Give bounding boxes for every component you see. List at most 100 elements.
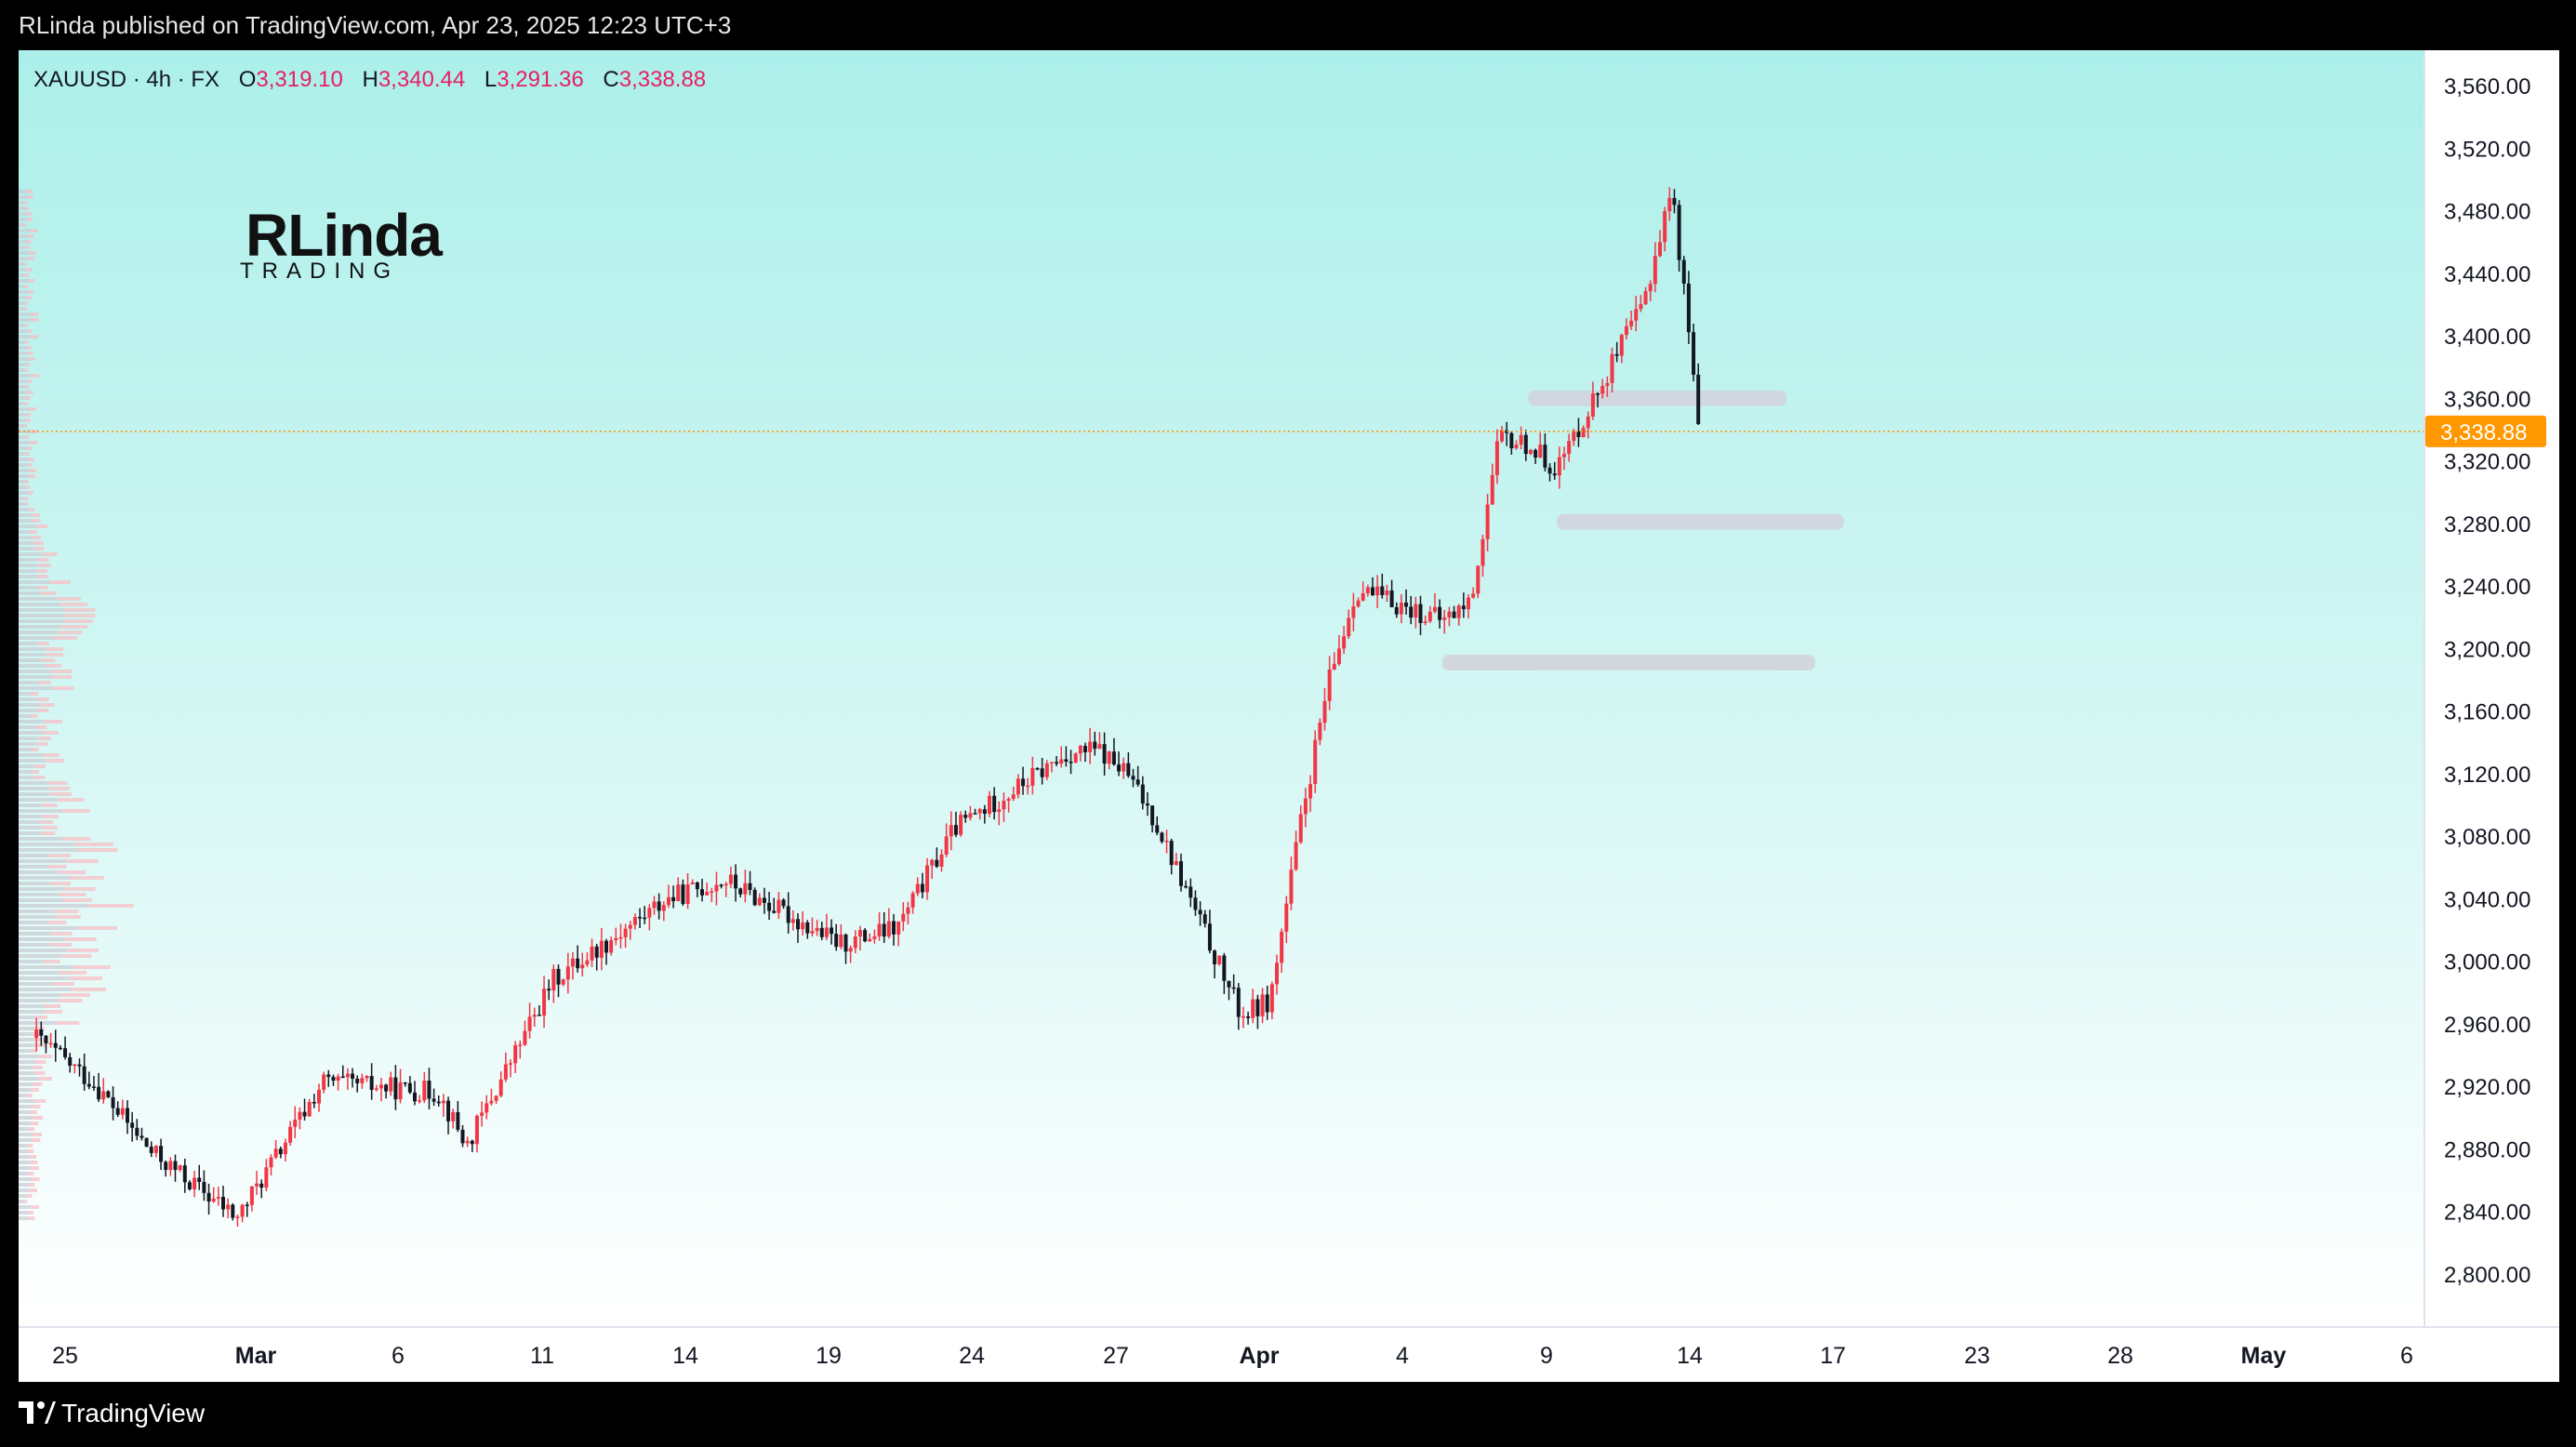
volume-bar-up bbox=[36, 709, 49, 712]
candlestick-chart[interactable] bbox=[19, 50, 2423, 1328]
candle-down bbox=[1380, 586, 1385, 595]
volume-bar-down bbox=[19, 748, 31, 751]
volume-bar-up bbox=[33, 1038, 46, 1042]
volume-bar-down bbox=[19, 1049, 30, 1053]
support-resistance-zone[interactable] bbox=[1557, 513, 1844, 530]
volume-bar-up bbox=[37, 564, 51, 567]
candle-down bbox=[58, 1047, 62, 1050]
volume-bar-up bbox=[34, 1071, 46, 1075]
candle-up bbox=[886, 921, 891, 937]
volume-bar-up bbox=[40, 831, 56, 835]
symbol-label[interactable]: XAUUSD · 4h · FX bbox=[33, 67, 220, 92]
time-scale[interactable]: 25 Mar 6 11 14 19 24 27 Apr 4 9 14 17 23 28 May 6 bbox=[19, 1328, 2559, 1382]
candle-up bbox=[930, 859, 935, 866]
candle-up bbox=[1313, 739, 1318, 785]
volume-bar-up bbox=[35, 742, 48, 746]
candle-up bbox=[1423, 621, 1427, 623]
candle-down bbox=[796, 919, 800, 930]
candle-up bbox=[1514, 445, 1519, 449]
volume-bar-up bbox=[44, 664, 62, 668]
volume-bar-up bbox=[50, 670, 73, 673]
candle-up bbox=[1365, 587, 1370, 593]
candle-down bbox=[1021, 778, 1026, 787]
price-scale[interactable]: 3,560.00 3,520.00 3,480.00 3,440.00 3,400.00… bbox=[2425, 50, 2559, 1328]
volume-bar-down bbox=[19, 681, 38, 684]
volume-bar-up bbox=[61, 809, 90, 813]
time-tick-label: 14 bbox=[672, 1343, 698, 1369]
volume-bar-up bbox=[71, 988, 107, 991]
volume-bar-up bbox=[31, 1088, 39, 1092]
candle-up bbox=[1467, 597, 1470, 610]
candle-down bbox=[1184, 885, 1188, 888]
volume-bar-down bbox=[19, 753, 44, 757]
candle-down bbox=[752, 889, 757, 906]
support-resistance-zone[interactable] bbox=[1441, 655, 1815, 670]
candle-up bbox=[724, 883, 728, 886]
candle-up bbox=[1385, 590, 1389, 595]
high-label: H bbox=[362, 67, 378, 92]
candle-down bbox=[892, 921, 896, 935]
candle-up bbox=[1586, 416, 1590, 429]
volume-bar-down bbox=[19, 1122, 31, 1125]
volume-bar-down bbox=[19, 452, 25, 456]
volume-bar-down bbox=[19, 937, 66, 941]
time-tick-label: 25 bbox=[52, 1343, 78, 1369]
volume-bar-up bbox=[56, 597, 81, 601]
candle-down bbox=[1064, 759, 1069, 762]
volume-bar-down bbox=[19, 502, 25, 506]
time-tick-label: Mar bbox=[235, 1343, 277, 1369]
volume-bar-up bbox=[24, 273, 30, 277]
candle-down bbox=[604, 940, 608, 953]
candle-up bbox=[1648, 284, 1653, 292]
candle-up bbox=[34, 1029, 39, 1039]
volume-bar-down bbox=[19, 636, 54, 640]
time-scale-divider bbox=[19, 1326, 2559, 1328]
candle-down bbox=[734, 874, 738, 889]
candle-up bbox=[1097, 744, 1102, 750]
volume-bar-up bbox=[46, 921, 67, 924]
candle-up bbox=[193, 1177, 197, 1190]
volume-bar-down bbox=[19, 246, 26, 249]
candle-up bbox=[322, 1074, 326, 1090]
candle-down bbox=[920, 883, 924, 893]
candle-up bbox=[1217, 955, 1222, 964]
volume-bar-up bbox=[54, 909, 79, 913]
support-resistance-zone[interactable] bbox=[1528, 390, 1786, 406]
plot-area[interactable]: XAUUSD · 4h · FX O3,319.10 H3,340.44 L3,… bbox=[19, 50, 2423, 1328]
candle-down bbox=[351, 1073, 355, 1079]
volume-bar-down bbox=[19, 268, 27, 272]
volume-bar-up bbox=[36, 642, 49, 645]
volume-bar-up bbox=[31, 770, 39, 774]
candle-down bbox=[772, 910, 777, 913]
candle-up bbox=[857, 930, 862, 937]
tradingview-brand[interactable]: TradingView bbox=[61, 1399, 206, 1427]
volume-bar-down bbox=[19, 776, 34, 779]
volume-bar-up bbox=[46, 759, 64, 763]
candle-down bbox=[638, 917, 643, 919]
chart-frame[interactable]: XAUUSD · 4h · FX O3,319.10 H3,340.44 L3,… bbox=[19, 50, 2559, 1382]
candle-down bbox=[1409, 606, 1414, 618]
volume-bar-up bbox=[39, 820, 53, 824]
volume-bar-down bbox=[19, 1004, 44, 1008]
time-tick-label: May bbox=[2241, 1343, 2287, 1369]
volume-bar-up bbox=[45, 647, 64, 651]
volume-bar-up bbox=[77, 848, 118, 852]
candle-down bbox=[68, 1056, 73, 1066]
time-tick-label: 28 bbox=[2107, 1343, 2133, 1369]
candle-down bbox=[144, 1137, 149, 1148]
volume-bar-down bbox=[19, 547, 34, 551]
candle-up bbox=[714, 884, 719, 892]
candle-down bbox=[259, 1183, 264, 1188]
volume-bar-down bbox=[19, 1116, 33, 1120]
volume-bar-up bbox=[27, 491, 33, 495]
volume-bar-up bbox=[26, 379, 33, 383]
volume-bar-up bbox=[27, 1172, 34, 1175]
candle-up bbox=[910, 893, 915, 908]
volume-bar-down bbox=[19, 324, 24, 327]
candle-down bbox=[1117, 764, 1122, 772]
volume-bar-up bbox=[31, 374, 39, 378]
logo-wordmark: RLinda bbox=[246, 202, 443, 269]
candle-down bbox=[748, 883, 752, 890]
time-tick-label: 4 bbox=[1396, 1343, 1409, 1369]
candle-up bbox=[1619, 335, 1624, 356]
